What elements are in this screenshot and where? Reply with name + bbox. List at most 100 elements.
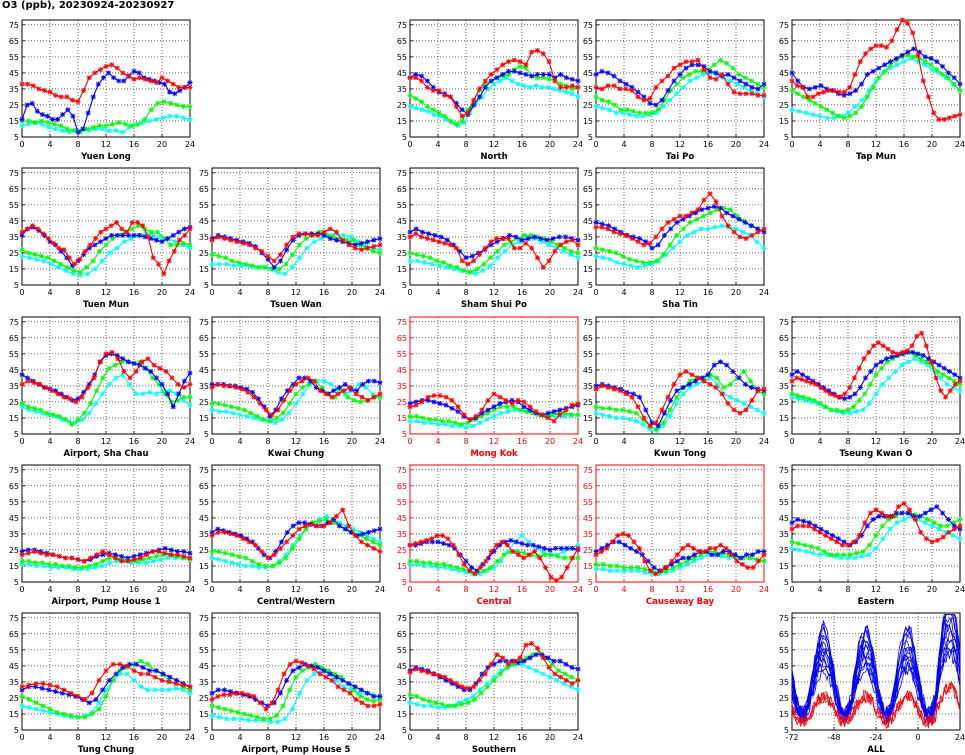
data-point xyxy=(19,381,25,387)
x-tick-label: 20 xyxy=(347,288,357,297)
series-line-blue xyxy=(21,547,191,562)
data-point xyxy=(69,97,75,103)
data-point xyxy=(904,348,910,354)
data-point xyxy=(531,234,537,240)
data-point xyxy=(127,661,133,667)
data-point xyxy=(612,102,618,108)
data-point xyxy=(66,255,72,261)
data-point xyxy=(707,210,713,216)
data-point xyxy=(160,115,166,121)
data-point xyxy=(528,232,534,238)
x-tick-label: 4 xyxy=(435,733,440,742)
y-tick-label: 75 xyxy=(397,21,407,30)
data-point xyxy=(856,533,862,539)
data-point xyxy=(235,405,241,411)
data-point xyxy=(317,518,323,524)
data-point xyxy=(680,555,686,561)
data-point xyxy=(167,113,173,119)
data-point xyxy=(228,708,234,714)
data-point xyxy=(348,687,354,693)
data-point xyxy=(649,245,655,251)
series-markers-green xyxy=(19,223,193,275)
x-tick-label: 4 xyxy=(47,140,52,149)
data-point xyxy=(296,520,302,526)
data-point xyxy=(922,54,928,60)
data-point xyxy=(892,368,898,374)
y-tick-label: 55 xyxy=(199,498,209,507)
data-point xyxy=(910,349,916,355)
x-tick-label: 8 xyxy=(265,733,270,742)
data-point xyxy=(505,59,511,65)
data-point xyxy=(714,71,720,77)
data-point xyxy=(711,362,717,368)
data-point xyxy=(221,692,227,698)
data-point xyxy=(794,83,800,89)
data-point xyxy=(502,539,508,545)
data-point xyxy=(227,692,233,698)
data-point xyxy=(138,671,144,677)
x-tick-label: 8 xyxy=(649,585,654,594)
data-point xyxy=(494,75,500,81)
data-point xyxy=(670,568,676,574)
x-tick-label: 8 xyxy=(845,437,850,446)
data-point xyxy=(96,677,102,683)
data-point xyxy=(750,565,756,571)
data-point xyxy=(526,539,532,545)
data-point xyxy=(523,240,529,246)
data-point xyxy=(600,412,606,418)
data-point xyxy=(30,83,36,89)
data-point xyxy=(859,104,865,110)
data-point xyxy=(39,560,45,566)
data-point xyxy=(575,250,581,256)
series-markers-red xyxy=(209,375,383,418)
data-point xyxy=(228,531,234,537)
data-point xyxy=(25,404,31,410)
y-tick-label: 25 xyxy=(9,694,19,703)
data-point xyxy=(749,91,755,97)
data-point xyxy=(491,81,497,87)
data-point xyxy=(510,661,516,667)
panel-title: Yuen Long xyxy=(80,152,131,162)
data-point xyxy=(340,507,346,513)
data-point xyxy=(742,381,748,387)
data-point xyxy=(333,229,339,235)
data-point xyxy=(187,555,193,561)
x-tick-label: 0 xyxy=(209,288,214,297)
data-point xyxy=(952,372,958,378)
data-point xyxy=(712,545,718,551)
data-point xyxy=(659,226,665,232)
data-point xyxy=(449,566,455,572)
y-tick-label: 65 xyxy=(583,482,593,491)
y-tick-label: 45 xyxy=(199,514,209,523)
data-point xyxy=(407,401,413,407)
data-point xyxy=(593,219,599,225)
data-point xyxy=(813,381,819,387)
y-tick-label: 25 xyxy=(583,546,593,555)
data-point xyxy=(935,537,941,543)
y-tick-label: 35 xyxy=(199,382,209,391)
data-point xyxy=(727,78,733,84)
data-point xyxy=(271,552,277,558)
series-markers-red xyxy=(209,507,383,561)
data-point xyxy=(158,557,164,563)
data-point xyxy=(330,234,336,240)
data-point xyxy=(221,236,227,242)
data-point xyxy=(254,413,260,419)
data-point xyxy=(867,381,873,387)
data-point xyxy=(407,404,413,410)
data-point xyxy=(99,258,105,264)
data-point xyxy=(944,523,950,529)
data-point xyxy=(317,388,323,394)
data-point xyxy=(738,555,744,561)
data-point xyxy=(488,78,494,84)
data-point xyxy=(658,568,664,574)
data-point xyxy=(705,372,711,378)
y-tick-label: 45 xyxy=(779,514,789,523)
data-point xyxy=(365,542,371,548)
x-tick-label: 0 xyxy=(407,437,412,446)
data-point xyxy=(680,84,686,90)
data-point xyxy=(481,568,487,574)
x-tick-label: 24 xyxy=(955,140,965,149)
data-point xyxy=(166,687,172,693)
y-tick-label: 25 xyxy=(779,398,789,407)
